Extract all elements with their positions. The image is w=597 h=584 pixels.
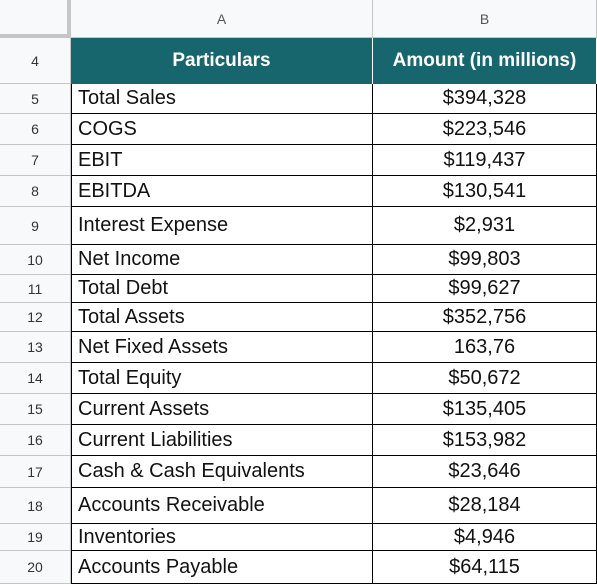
- row-number[interactable]: 11: [0, 275, 71, 303]
- column-header[interactable]: B: [373, 0, 597, 38]
- particular-cell[interactable]: Total Sales: [71, 84, 373, 114]
- row-number[interactable]: 20: [0, 551, 71, 584]
- particular-cell[interactable]: Current Assets: [71, 394, 373, 425]
- row-number[interactable]: 6: [0, 114, 71, 145]
- table-header-cell[interactable]: Amount (in millions): [373, 38, 597, 84]
- amount-cell[interactable]: $99,803: [373, 245, 597, 275]
- table-header-cell[interactable]: Particulars: [71, 38, 373, 84]
- row-number[interactable]: 9: [0, 207, 71, 245]
- particular-cell[interactable]: Net Income: [71, 245, 373, 275]
- amount-cell[interactable]: $394,328: [373, 84, 597, 114]
- corner-cell[interactable]: [0, 0, 71, 38]
- amount-cell[interactable]: $135,405: [373, 394, 597, 425]
- amount-cell[interactable]: 163,76: [373, 332, 597, 363]
- particular-cell[interactable]: Total Assets: [71, 303, 373, 332]
- row-number[interactable]: 4: [0, 38, 71, 84]
- row-number[interactable]: 10: [0, 245, 71, 275]
- row-number[interactable]: 19: [0, 524, 71, 551]
- particular-cell[interactable]: Interest Expense: [71, 207, 373, 245]
- amount-cell[interactable]: $223,546: [373, 114, 597, 145]
- particular-cell[interactable]: Accounts Receivable: [71, 488, 373, 524]
- amount-cell[interactable]: $119,437: [373, 145, 597, 176]
- amount-cell[interactable]: $99,627: [373, 275, 597, 303]
- column-header[interactable]: A: [71, 0, 373, 38]
- particular-cell[interactable]: EBIT: [71, 145, 373, 176]
- row-number[interactable]: 14: [0, 363, 71, 394]
- row-number[interactable]: 8: [0, 176, 71, 207]
- amount-cell[interactable]: $23,646: [373, 456, 597, 488]
- amount-cell[interactable]: $153,982: [373, 425, 597, 456]
- particular-cell[interactable]: COGS: [71, 114, 373, 145]
- particular-cell[interactable]: Total Equity: [71, 363, 373, 394]
- amount-cell[interactable]: $64,115: [373, 551, 597, 584]
- amount-cell[interactable]: $50,672: [373, 363, 597, 394]
- amount-cell[interactable]: $28,184: [373, 488, 597, 524]
- particular-cell[interactable]: Accounts Payable: [71, 551, 373, 584]
- particular-cell[interactable]: Current Liabilities: [71, 425, 373, 456]
- amount-cell[interactable]: $4,946: [373, 524, 597, 551]
- row-number[interactable]: 15: [0, 394, 71, 425]
- row-number[interactable]: 18: [0, 488, 71, 524]
- amount-cell[interactable]: $130,541: [373, 176, 597, 207]
- row-number[interactable]: 7: [0, 145, 71, 176]
- amount-cell[interactable]: $352,756: [373, 303, 597, 332]
- row-number[interactable]: 12: [0, 303, 71, 332]
- particular-cell[interactable]: Total Debt: [71, 275, 373, 303]
- row-number[interactable]: 17: [0, 456, 71, 488]
- row-number[interactable]: 16: [0, 425, 71, 456]
- amount-cell[interactable]: $2,931: [373, 207, 597, 245]
- particular-cell[interactable]: EBITDA: [71, 176, 373, 207]
- particular-cell[interactable]: Cash & Cash Equivalents: [71, 456, 373, 488]
- row-number[interactable]: 5: [0, 84, 71, 114]
- particular-cell[interactable]: Inventories: [71, 524, 373, 551]
- particular-cell[interactable]: Net Fixed Assets: [71, 332, 373, 363]
- row-number[interactable]: 13: [0, 332, 71, 363]
